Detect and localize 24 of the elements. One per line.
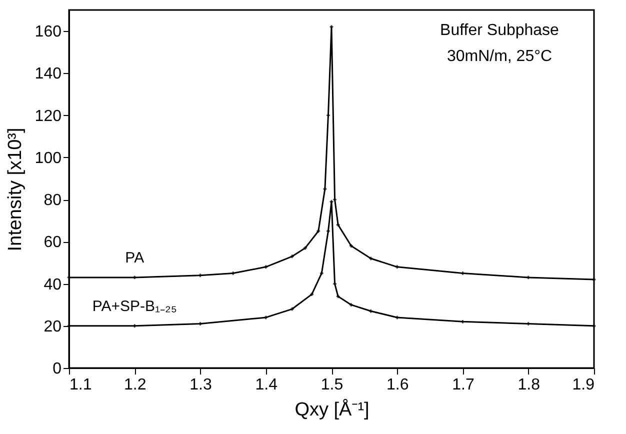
y-tick-label: 120 [34, 108, 62, 125]
annotation: Buffer Subphase [440, 22, 560, 39]
x-axis-title: Qxy [Å⁻¹] [294, 398, 370, 420]
y-tick-label: 0 [52, 360, 62, 378]
y-tick-label: 60 [44, 234, 62, 252]
x-tick-label: 1.7 [452, 376, 474, 394]
y-tick-label: 40 [44, 276, 62, 294]
x-tick-label: 1.4 [255, 376, 278, 394]
x-tick-label: 1.5 [320, 376, 344, 394]
y-tick-label: 140 [34, 66, 62, 83]
x-tick-label: 1.6 [386, 376, 409, 394]
y-tick-label: 160 [34, 24, 62, 41]
series-label: PA+SP-B₁₋₂₅ [92, 298, 177, 315]
annotation: 30mN/m, 25°C [446, 48, 552, 65]
x-tick-label: 1.8 [518, 376, 540, 394]
x-tick-label: 1.1 [70, 376, 92, 394]
y-axis-title: Intensity [x10³] [4, 128, 26, 252]
y-tick-label: 80 [44, 192, 62, 210]
y-tick-label: 100 [34, 150, 62, 167]
series-label: PA [125, 249, 144, 266]
x-tick-label: 1.2 [124, 376, 146, 394]
y-tick-label: 20 [44, 318, 62, 336]
x-tick-label: 1.9 [572, 376, 595, 394]
x-tick-label: 1.3 [190, 376, 212, 394]
